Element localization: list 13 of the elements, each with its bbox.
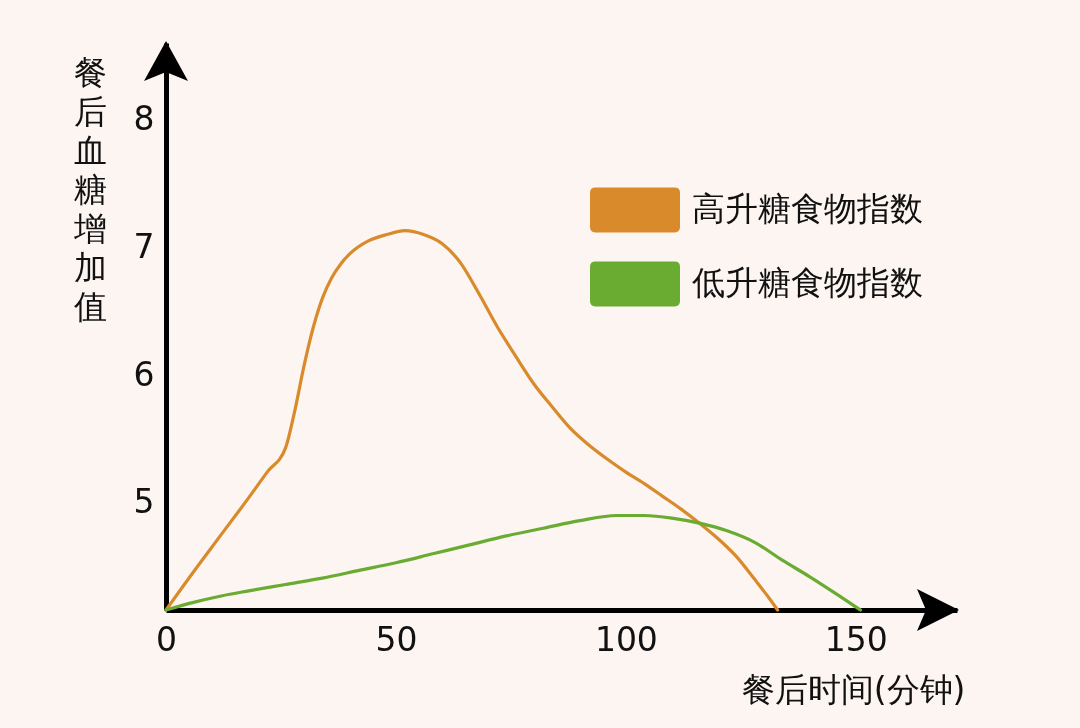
line-series <box>164 513 863 612</box>
y-tick-label: 5 <box>133 482 155 522</box>
y-axis-title: 餐后血糖增加值 <box>73 52 107 326</box>
x-axis-title: 餐后时间(分钟) <box>741 669 966 709</box>
x-tick-label: 0 <box>156 619 177 659</box>
x-tick-label: 50 <box>375 619 418 659</box>
y-tick-label: 8 <box>133 99 155 139</box>
legend-label: 高升糖食物指数 <box>692 189 923 228</box>
x-tick-label: 100 <box>594 619 658 659</box>
x-tick-label: 150 <box>824 619 888 659</box>
y-tick-label: 7 <box>133 226 155 266</box>
legend-label: 低升糖食物指数 <box>692 263 923 302</box>
y-tick-label: 6 <box>133 354 155 394</box>
